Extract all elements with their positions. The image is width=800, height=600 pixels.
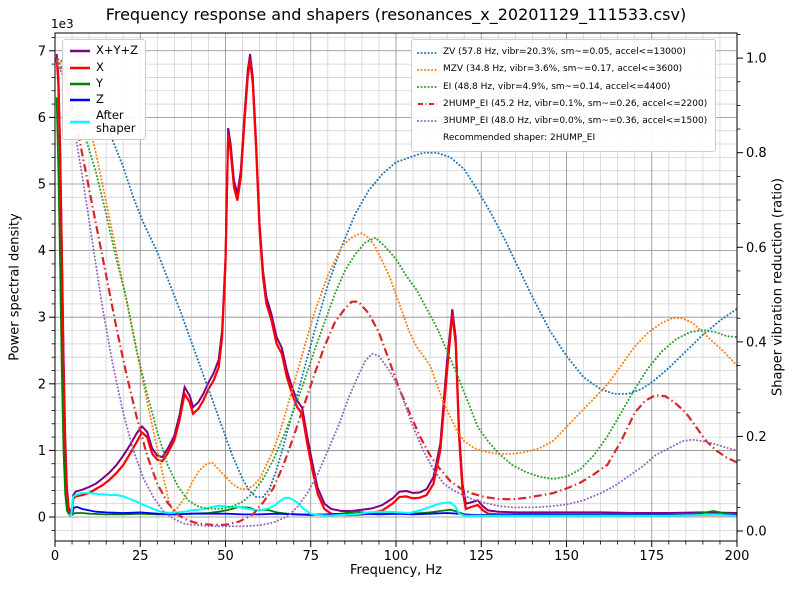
y-left-tick-label: 6 (38, 111, 46, 126)
legend-entry-mzv: MZV (34.8 Hz, vibr=3.6%, sm~=0.17, accel… (417, 61, 707, 78)
series-2hump-ei (55, 57, 737, 526)
y-left-tick-label: 2 (38, 377, 46, 392)
y-right-tick-label: 0.8 (746, 146, 767, 161)
z-line-swatch-icon (70, 99, 90, 102)
legend-label: After shaper (96, 107, 136, 136)
series-lines (55, 53, 737, 528)
y-left-tick-label: 4 (38, 244, 46, 259)
legend-entry-x: X (69, 59, 138, 75)
legend-label: X+Y+Z (96, 43, 139, 58)
legend-label: MZV (34.8 Hz, vibr=3.6%, sm~=0.17, accel… (443, 64, 683, 75)
x-tick-label: 200 (725, 549, 750, 564)
legend-entry-y: Y (69, 76, 138, 92)
legend-entry-2hump-ei: 2HUMP_EI (45.2 Hz, vibr=0.1%, sm~=0.26, … (417, 96, 707, 113)
series-z (68, 506, 737, 517)
series-zv (55, 57, 737, 498)
legend-entry-after-shaper: After shaper (69, 107, 138, 137)
series-mzv (55, 57, 737, 514)
series-ei (55, 57, 737, 510)
after-shaper-line-swatch-icon (70, 121, 90, 124)
y-left-tick-label: 5 (38, 177, 46, 192)
legend-entry-zv: ZV (57.8 Hz, vibr=20.3%, sm~=0.05, accel… (417, 44, 707, 61)
y-right-tick-label: 0.4 (746, 335, 767, 350)
y-axis-left-label: Power spectral density (7, 213, 23, 361)
legend-label: ZV (57.8 Hz, vibr=20.3%, sm~=0.05, accel… (443, 47, 686, 58)
y-right-tick-label: 0.2 (746, 430, 767, 445)
legend-label: Y (96, 76, 104, 91)
ei-line-swatch-icon (417, 85, 438, 88)
x-tick-label: 50 (217, 549, 234, 564)
legend-entry-ei: EI (48.8 Hz, vibr=4.9%, sm~=0.14, accel<… (417, 78, 707, 95)
y-line-swatch-icon (70, 82, 90, 86)
x-line-swatch-icon (70, 66, 90, 69)
legend-label: X (96, 59, 104, 74)
y-left-tick-label: 7 (38, 44, 46, 59)
tick-labels: 0 25 50 75 100 125 150 175 200 0 1 2 3 4 5 6 7 0.0 0.2 0.4 0… (38, 44, 767, 564)
x-tick-label: 75 (302, 549, 319, 564)
legend-label: 2HUMP_EI (45.2 Hz, vibr=0.1%, sm~=0.26, … (443, 98, 708, 109)
x-tick-label: 175 (639, 549, 664, 564)
y-right-tick-label: 0.0 (746, 525, 767, 540)
series-3hump-ei (55, 57, 737, 528)
series-x (55, 57, 737, 517)
x-tick-label: 150 (554, 549, 579, 564)
y-axis-offset-text: 1e3 (51, 17, 74, 31)
legend-label: Recommended shaper: 2HUMP_EI (443, 133, 596, 144)
legend-data-series: X+Y+Z X Y Z After shaper (62, 39, 147, 141)
series-after-shaper (68, 492, 737, 517)
ticks (49, 34, 743, 547)
y-axis-right-label: Shaper vibration reduction (ratio) (770, 178, 786, 396)
legend-shapers: ZV (57.8 Hz, vibr=20.3%, sm~=0.05, accel… (411, 39, 717, 153)
y-left-tick-label: 3 (38, 311, 46, 326)
sum-line-swatch-icon (70, 49, 90, 53)
legend-label: EI (48.8 Hz, vibr=4.9%, sm~=0.14, accel<… (443, 81, 671, 92)
legend-label: Z (96, 92, 104, 107)
x-tick-label: 100 (384, 549, 409, 564)
3hump-ei-line-swatch-icon (417, 120, 438, 123)
x-tick-label: 25 (132, 549, 149, 564)
mzv-line-swatch-icon (417, 68, 438, 71)
x-axis-label: Frequency, Hz (349, 563, 443, 578)
chart-title: Frequency response and shapers (resonanc… (105, 5, 687, 24)
legend-label: 3HUMP_EI (48.0 Hz, vibr=0.0%, sm~=0.36, … (443, 115, 708, 126)
y-right-tick-label: 1.0 (746, 52, 767, 67)
legend-entry-3hump-ei: 3HUMP_EI (48.0 Hz, vibr=0.0%, sm~=0.36, … (417, 113, 707, 130)
recommendation-line-swatch-icon (417, 134, 438, 144)
legend-entry-z: Z (69, 92, 138, 108)
zv-line-swatch-icon (417, 51, 438, 54)
y-left-tick-label: 1 (38, 444, 46, 459)
x-tick-label: 125 (469, 549, 494, 564)
y-right-tick-label: 0.6 (746, 241, 767, 256)
legend-entry-recommendation: Recommended shaper: 2HUMP_EI (417, 130, 707, 147)
y-left-tick-label: 0 (38, 511, 46, 526)
2hump-ei-line-swatch-icon (418, 103, 437, 106)
x-tick-label: 0 (51, 549, 59, 564)
legend-entry-sum: X+Y+Z (69, 43, 138, 59)
